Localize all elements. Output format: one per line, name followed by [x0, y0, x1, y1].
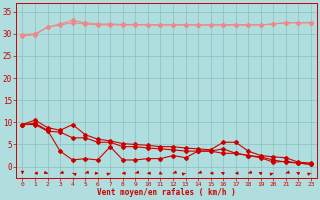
X-axis label: Vent moyen/en rafales ( km/h ): Vent moyen/en rafales ( km/h ): [97, 188, 236, 197]
